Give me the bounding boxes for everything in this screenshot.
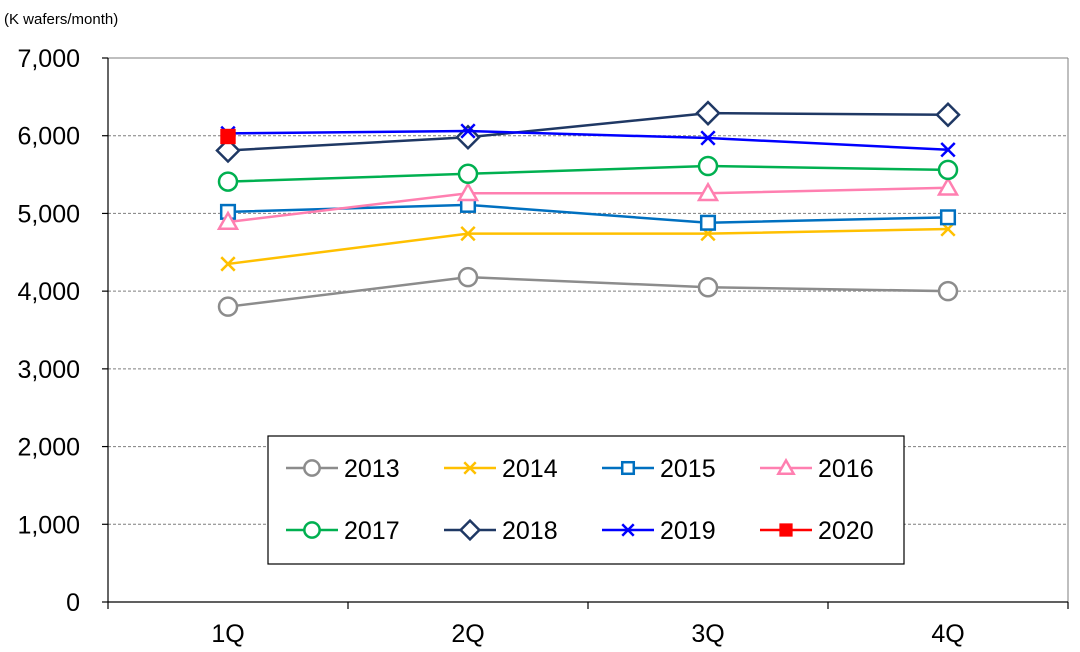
legend-item-2019: 2019 bbox=[602, 517, 716, 545]
data-point bbox=[457, 163, 479, 185]
y-tick-label: 1,000 bbox=[17, 511, 80, 539]
legend-item-2017: 2017 bbox=[286, 517, 400, 545]
data-point bbox=[939, 209, 957, 226]
legend-label: 2013 bbox=[344, 455, 400, 483]
data-point bbox=[216, 210, 240, 230]
data-point bbox=[220, 256, 236, 272]
series-2014 bbox=[220, 221, 956, 272]
series-group bbox=[215, 100, 961, 317]
series-2017 bbox=[217, 155, 959, 192]
legend-label: 2015 bbox=[660, 455, 716, 483]
legend-marker bbox=[303, 521, 321, 539]
data-point bbox=[456, 181, 480, 202]
data-point bbox=[217, 171, 239, 192]
legend-marker bbox=[303, 459, 321, 477]
series-line bbox=[227, 275, 949, 308]
data-point bbox=[699, 214, 717, 231]
legend-marker bbox=[779, 523, 793, 537]
series-2020 bbox=[220, 128, 236, 145]
y-tick-label: 7,000 bbox=[17, 45, 80, 73]
legend-label: 2017 bbox=[344, 517, 400, 545]
data-point bbox=[940, 142, 956, 158]
data-point bbox=[460, 226, 476, 242]
legend-label: 2014 bbox=[502, 455, 558, 483]
y-unit-label: (K wafers/month) bbox=[4, 11, 118, 28]
series-2016 bbox=[216, 176, 960, 230]
data-point bbox=[697, 277, 719, 298]
data-point bbox=[695, 100, 721, 126]
legend-label: 2020 bbox=[818, 517, 874, 545]
data-point bbox=[697, 155, 719, 177]
legend-marker bbox=[458, 518, 482, 542]
series-2019 bbox=[220, 123, 956, 158]
data-point bbox=[936, 176, 960, 196]
legend-label: 2019 bbox=[660, 517, 716, 545]
data-point bbox=[460, 123, 476, 139]
legend: 2013 2014 2015 2016 2017 2018 2019 2020 bbox=[267, 435, 905, 565]
series-line bbox=[227, 111, 949, 152]
y-tick-label: 3,000 bbox=[17, 356, 80, 384]
y-tick-label: 4,000 bbox=[17, 278, 80, 306]
data-point bbox=[696, 181, 720, 202]
data-point bbox=[937, 280, 959, 302]
axes: 0 1,000 2,000 3,000 4,000 5,000 6,000 7,000 1Q 2Q… bbox=[17, 45, 1069, 648]
x-tick-label: 3Q bbox=[691, 620, 724, 648]
x-tick-label: 4Q bbox=[931, 620, 964, 648]
x-tick-label: 2Q bbox=[451, 620, 484, 648]
series-line bbox=[227, 186, 949, 224]
data-point bbox=[217, 296, 239, 317]
legend-label: 2016 bbox=[818, 455, 874, 483]
legend-item-2018: 2018 bbox=[444, 517, 558, 545]
x-tick-label: 1Q bbox=[211, 620, 244, 648]
legend-item-2020: 2020 bbox=[760, 517, 874, 545]
legend-marker bbox=[620, 460, 636, 476]
data-point bbox=[937, 159, 959, 181]
legend-item-2013: 2013 bbox=[286, 455, 400, 483]
y-tick-label: 0 bbox=[66, 589, 80, 617]
legend-item-2015: 2015 bbox=[602, 455, 716, 483]
data-point bbox=[215, 137, 241, 164]
series-line bbox=[227, 129, 949, 151]
data-point bbox=[457, 266, 479, 288]
legend-marker bbox=[463, 461, 477, 475]
legend-box bbox=[267, 435, 905, 565]
legend-label: 2018 bbox=[502, 517, 558, 545]
series-line bbox=[227, 227, 949, 266]
legend-marker bbox=[776, 457, 796, 475]
data-point bbox=[700, 130, 716, 146]
legend-item-2016: 2016 bbox=[760, 455, 874, 483]
y-tick-label: 6,000 bbox=[17, 123, 80, 151]
series-2013 bbox=[217, 266, 959, 317]
data-point bbox=[220, 128, 236, 145]
legend-item-2014: 2014 bbox=[444, 455, 558, 483]
legend-marker bbox=[621, 523, 635, 537]
series-2018 bbox=[215, 100, 961, 164]
data-point bbox=[935, 101, 961, 128]
y-tick-label: 5,000 bbox=[17, 200, 80, 228]
series-line bbox=[227, 164, 949, 183]
y-tick-label: 2,000 bbox=[17, 434, 80, 462]
